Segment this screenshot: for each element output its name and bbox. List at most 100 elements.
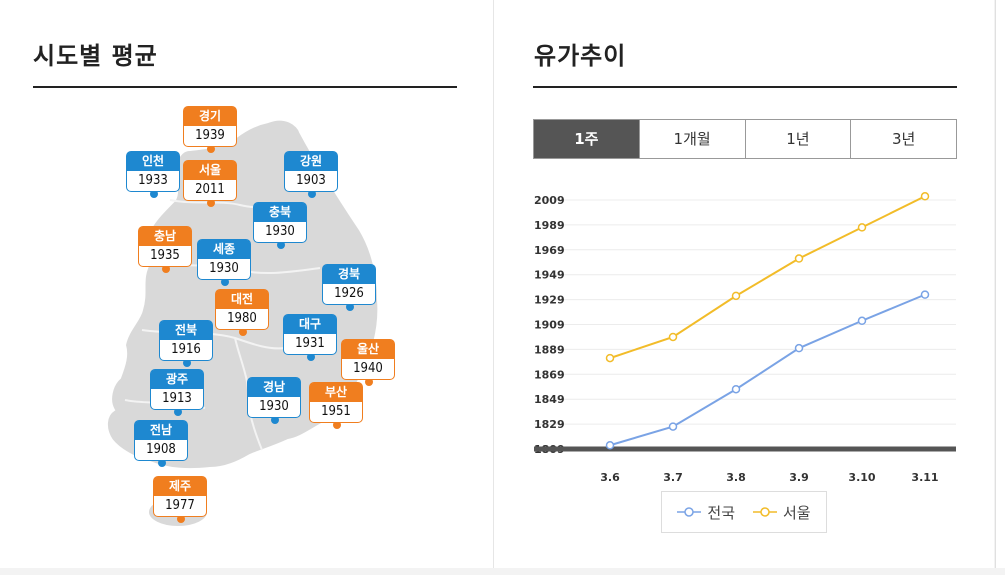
region-price: 1931 (295, 336, 325, 351)
region-price: 1926 (334, 286, 364, 301)
price-trend-panel: 유가추이 (494, 0, 994, 568)
region-badge[interactable]: 인천 1933 (126, 151, 180, 192)
y-tick-label: 1829 (534, 418, 565, 431)
region-price: 1951 (321, 404, 351, 419)
region-pin-6 (221, 278, 229, 286)
region-price: 1977 (165, 498, 195, 513)
region-badge[interactable]: 대구 1931 (283, 314, 337, 355)
region-pin-15 (158, 459, 166, 467)
data-point (857, 316, 867, 326)
price-trend-title: 유가추이 (534, 42, 627, 70)
legend-label-seoul: 서울 (783, 503, 811, 522)
title-divider (533, 86, 957, 88)
region-name: 전남 (135, 421, 187, 440)
chart-legend: 전국 서울 (661, 491, 827, 533)
region-pin-1 (150, 190, 158, 198)
region-badge[interactable]: 경남 1930 (247, 377, 301, 418)
region-price: 2011 (195, 182, 225, 197)
region-badge[interactable]: 울산 1940 (341, 339, 395, 380)
data-point (920, 290, 930, 299)
region-name: 인천 (127, 152, 179, 171)
region-price: 1908 (146, 442, 176, 457)
region-name: 전북 (160, 321, 212, 340)
right-edge-panel (995, 0, 1005, 568)
data-point (668, 332, 678, 342)
y-tick-label: 1989 (534, 219, 565, 232)
data-point (605, 441, 615, 450)
legend-item-national[interactable]: 전국 (677, 502, 735, 523)
y-tick-label: 1949 (534, 269, 565, 282)
region-pin-0 (207, 145, 215, 153)
x-tick-label: 3.11 (911, 471, 938, 484)
region-price: 1903 (296, 173, 326, 188)
y-tick-label: 1889 (534, 343, 565, 356)
period-tabs: 1주 1개월 1년 3년 (533, 119, 957, 159)
legend-label-national: 전국 (707, 503, 735, 522)
region-price: 1916 (171, 342, 201, 357)
region-badge[interactable]: 전남 1908 (134, 420, 188, 461)
x-tick-label: 3.7 (663, 471, 683, 484)
region-price: 1930 (259, 399, 289, 414)
tab-1[interactable]: 1개월 (638, 120, 745, 158)
data-point (731, 384, 741, 394)
data-point (668, 422, 678, 431)
region-pin-7 (346, 303, 354, 311)
region-pin-10 (307, 353, 315, 361)
region-pin-16 (177, 515, 185, 523)
region-price: 1930 (265, 224, 295, 239)
region-price: 1933 (138, 173, 168, 188)
region-name: 대구 (284, 315, 336, 334)
region-name: 울산 (342, 340, 394, 359)
legend-marker-national (677, 507, 702, 517)
region-name: 부산 (310, 383, 362, 402)
region-name: 대전 (216, 290, 268, 309)
y-tick-label: 1929 (534, 294, 565, 307)
data-point (794, 343, 804, 353)
data-point (857, 223, 867, 232)
region-badge[interactable]: 광주 1913 (150, 369, 204, 410)
region-badge[interactable]: 충북 1930 (253, 202, 307, 243)
region-badge[interactable]: 전북 1916 (159, 320, 213, 361)
legend-marker-seoul (753, 507, 777, 517)
tab-2[interactable]: 1년 (744, 120, 851, 158)
y-tick-label: 1969 (534, 244, 565, 257)
region-name: 경기 (184, 107, 236, 126)
tab-0[interactable]: 1주 (534, 120, 639, 158)
legend-item-seoul[interactable]: 서울 (753, 502, 811, 523)
region-badge[interactable]: 부산 1951 (309, 382, 363, 423)
y-tick-label: 1909 (534, 319, 565, 332)
tab-3[interactable]: 3년 (850, 120, 956, 158)
region-pin-14 (333, 421, 341, 429)
y-tick-label: 1849 (534, 393, 565, 406)
x-tick-label: 3.9 (789, 471, 809, 484)
region-badge[interactable]: 충남 1935 (138, 226, 192, 267)
region-pin-11 (365, 378, 373, 386)
region-price: 1913 (162, 391, 192, 406)
region-name: 충북 (254, 203, 306, 222)
region-pin-2 (207, 199, 215, 207)
region-pin-12 (174, 408, 182, 416)
region-badge[interactable]: 서울 2011 (183, 160, 237, 201)
x-tick-label: 3.10 (848, 471, 875, 484)
region-badge[interactable]: 제주 1977 (153, 476, 207, 517)
region-price: 1939 (195, 128, 225, 143)
series-line-1 (609, 195, 926, 360)
region-pin-8 (239, 328, 247, 336)
region-badge[interactable]: 경북 1926 (322, 264, 376, 305)
price-trend-chart: 1809182918491869188919091929194919691989… (534, 192, 956, 484)
region-badge[interactable]: 대전 1980 (215, 289, 269, 330)
region-badge[interactable]: 경기 1939 (183, 106, 237, 147)
region-pin-9 (183, 359, 191, 367)
region-name: 제주 (154, 477, 206, 496)
region-price: 1980 (227, 311, 257, 326)
y-tick-label: 2009 (534, 194, 565, 207)
data-point (731, 291, 741, 301)
region-badge[interactable]: 강원 1903 (284, 151, 338, 192)
x-tick-label: 3.8 (726, 471, 746, 484)
y-tick-label: 1869 (534, 368, 565, 381)
series-line-0 (609, 293, 926, 447)
region-badge[interactable]: 세종 1930 (197, 239, 251, 280)
region-pin-4 (277, 241, 285, 249)
region-name: 경북 (323, 265, 375, 284)
korea-map (106, 118, 380, 528)
